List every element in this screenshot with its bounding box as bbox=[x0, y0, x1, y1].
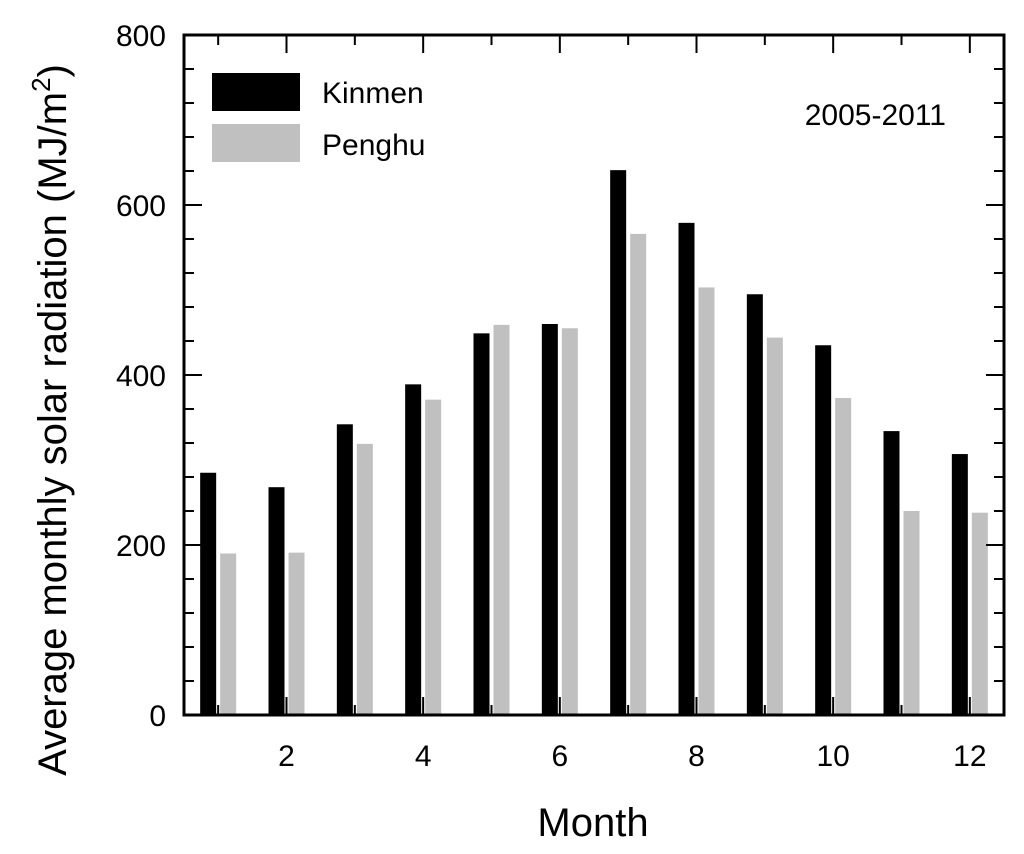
bar-kinmen-4 bbox=[405, 384, 422, 715]
y-tick-label-200: 200 bbox=[116, 530, 166, 563]
legend: Kinmen Penghu bbox=[212, 73, 425, 162]
bar-penghu-2 bbox=[288, 552, 305, 715]
bar-kinmen-12 bbox=[951, 454, 968, 715]
bar-kinmen-9 bbox=[746, 294, 763, 715]
bar-kinmen-11 bbox=[883, 431, 900, 715]
bar-penghu-5 bbox=[493, 324, 510, 715]
bar-kinmen-5 bbox=[473, 333, 490, 715]
x-tick-label-10: 10 bbox=[816, 740, 849, 773]
y-axis-title: Average monthly solar radiation (MJ/m2) bbox=[26, 64, 75, 776]
bar-kinmen-10 bbox=[815, 345, 832, 715]
legend-swatch-kinmen bbox=[212, 73, 300, 111]
x-tick-label-4: 4 bbox=[415, 740, 432, 773]
tick-labels-layer: 0 200 400 600 800 2 4 6 8 10 12 bbox=[116, 20, 987, 773]
bars-layer bbox=[200, 170, 988, 715]
legend-swatch-penghu bbox=[212, 124, 300, 162]
x-axis-title: Month bbox=[537, 801, 648, 845]
bar-kinmen-3 bbox=[336, 424, 353, 715]
legend-label-penghu: Penghu bbox=[322, 129, 425, 162]
y-tick-label-400: 400 bbox=[116, 360, 166, 393]
x-tick-label-2: 2 bbox=[278, 740, 295, 773]
y-axis-title-superscript: 2 bbox=[26, 77, 56, 91]
bar-penghu-3 bbox=[356, 443, 373, 715]
bar-penghu-12 bbox=[971, 512, 988, 715]
plot-frame bbox=[182, 33, 1006, 717]
x-tick-label-6: 6 bbox=[551, 740, 568, 773]
bar-kinmen-2 bbox=[268, 487, 285, 715]
bar-penghu-4 bbox=[425, 399, 442, 715]
y-axis-title-main: Average monthly solar radiation (MJ/m bbox=[31, 92, 75, 776]
bar-penghu-8 bbox=[698, 287, 715, 715]
y-tick-label-800: 800 bbox=[116, 20, 166, 53]
x-tick-label-8: 8 bbox=[688, 740, 705, 773]
bar-penghu-7 bbox=[630, 233, 647, 715]
bar-kinmen-8 bbox=[678, 222, 695, 715]
ticks-layer bbox=[184, 34, 1004, 716]
bar-penghu-1 bbox=[220, 553, 237, 715]
bar-kinmen-6 bbox=[541, 324, 558, 715]
bar-kinmen-7 bbox=[610, 170, 627, 715]
bar-penghu-6 bbox=[561, 328, 578, 715]
bar-kinmen-1 bbox=[200, 472, 217, 715]
period-annotation: 2005-2011 bbox=[805, 99, 946, 132]
bar-penghu-9 bbox=[766, 337, 783, 715]
legend-label-kinmen: Kinmen bbox=[322, 77, 424, 110]
y-tick-label-600: 600 bbox=[116, 190, 166, 223]
x-tick-label-12: 12 bbox=[953, 740, 986, 773]
y-tick-label-0: 0 bbox=[149, 700, 166, 733]
bar-penghu-11 bbox=[903, 511, 920, 715]
y-axis-title-suffix: ) bbox=[31, 64, 75, 77]
bar-penghu-10 bbox=[835, 397, 852, 715]
